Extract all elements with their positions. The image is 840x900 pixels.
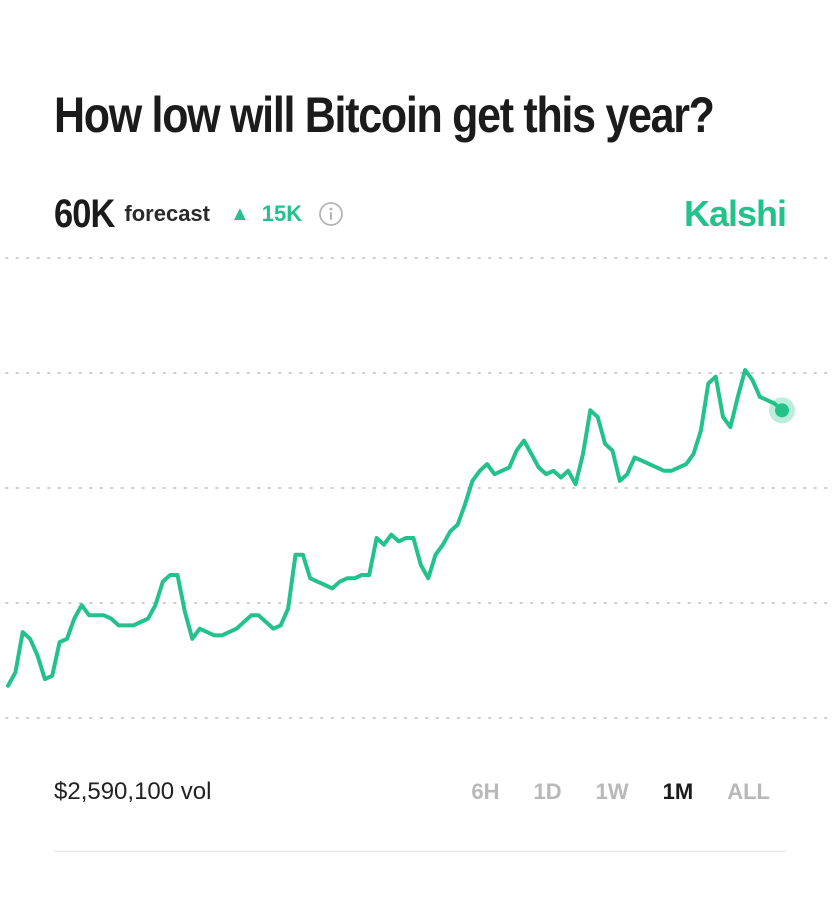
page-title: How low will Bitcoin get this year?: [54, 87, 715, 143]
forecast-change: ▲ 15K: [230, 201, 302, 227]
forecast-summary: 60K forecast ▲ 15K: [54, 190, 344, 238]
info-circle-icon[interactable]: [318, 201, 344, 227]
chart-footer: $2,590,100 vol 6H 1D 1W 1M ALL: [54, 770, 786, 814]
range-1m[interactable]: 1M: [662, 779, 694, 804]
volume-text: $2,590,100 vol: [54, 778, 212, 805]
forecast-change-value: 15K: [261, 201, 303, 226]
forecast-value: 60K: [54, 191, 115, 236]
divider: [54, 851, 786, 852]
brand-logo[interactable]: Kalshi: [683, 193, 787, 234]
forecast-label: forecast: [124, 201, 210, 226]
range-all[interactable]: ALL: [727, 779, 770, 804]
series-line: [6, 368, 784, 688]
range-1w[interactable]: 1W: [595, 779, 629, 804]
up-arrow-icon: ▲: [229, 202, 250, 225]
time-range-selector: 6H 1D 1W 1M ALL: [437, 779, 770, 805]
range-1d[interactable]: 1D: [533, 779, 562, 804]
current-point: [775, 403, 789, 418]
range-6h[interactable]: 6H: [471, 779, 500, 804]
price-chart: [5, 257, 835, 719]
